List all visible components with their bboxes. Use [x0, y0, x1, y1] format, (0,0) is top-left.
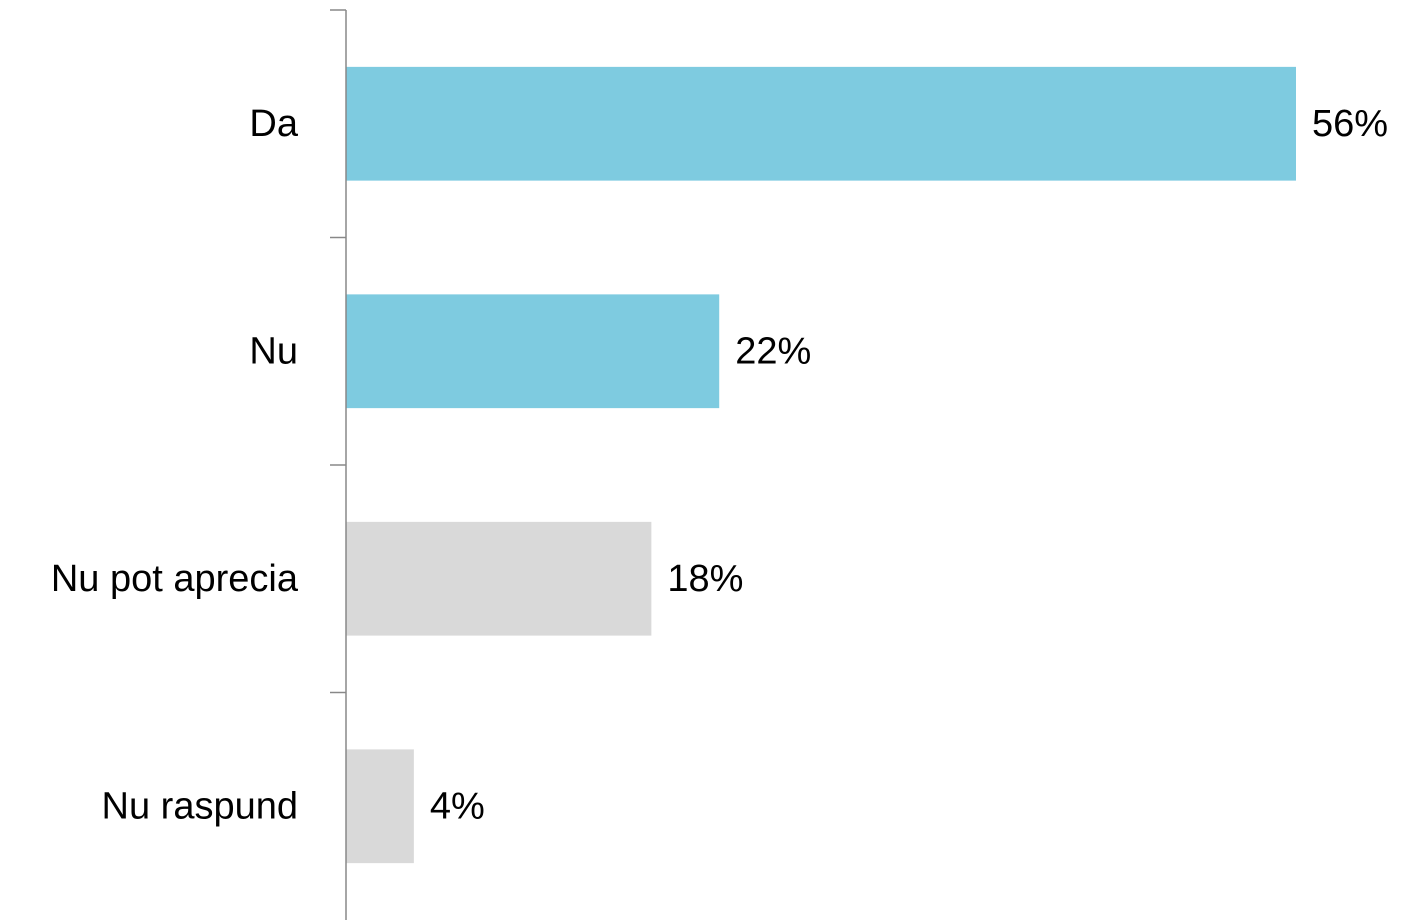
value-label: 56%	[1312, 103, 1388, 145]
bar	[346, 521, 652, 636]
value-label: 4%	[430, 785, 485, 827]
y-tick-label: Nu pot aprecia	[51, 558, 299, 600]
value-label: 22%	[735, 330, 811, 372]
y-tick-label: Nu raspund	[102, 785, 298, 827]
y-tick-label: Nu	[249, 330, 298, 372]
y-tick-label: Da	[249, 103, 298, 145]
bar	[346, 66, 1296, 181]
bar	[346, 749, 414, 864]
value-label: 18%	[667, 558, 743, 600]
bar	[346, 294, 720, 409]
